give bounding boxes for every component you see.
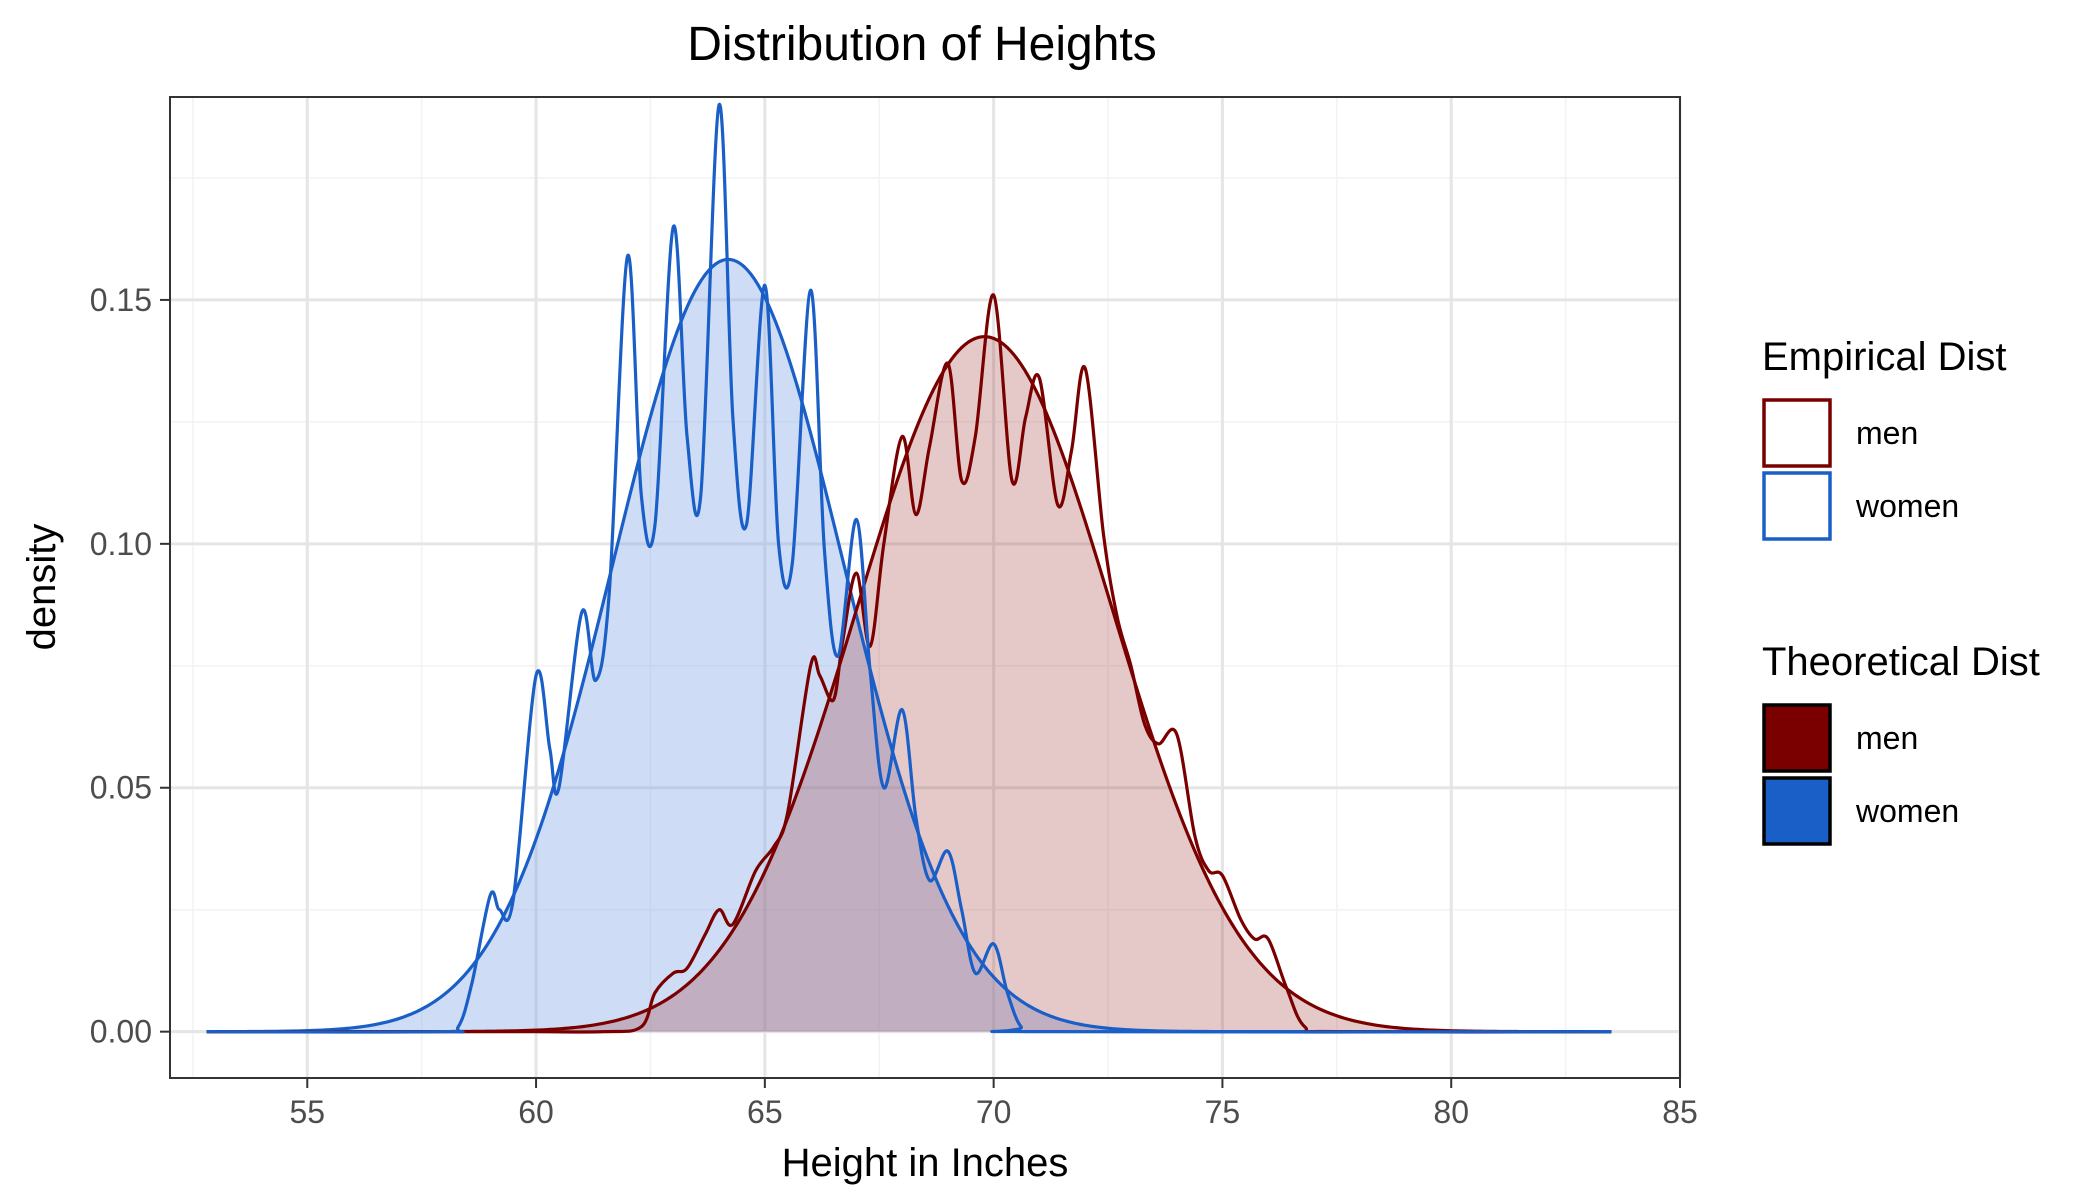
density-lines bbox=[206, 103, 1612, 1034]
legend: Empirical Dist men women Theoretical Dist me… bbox=[1762, 335, 2040, 846]
x-tick-label: 60 bbox=[518, 1094, 554, 1130]
empirical-line-men bbox=[206, 293, 1612, 1034]
legend-key-men bbox=[1762, 703, 1832, 773]
x-tick-label: 65 bbox=[747, 1094, 783, 1130]
y-axis-title: density bbox=[20, 524, 64, 651]
legend-key-men bbox=[1762, 398, 1832, 468]
x-axis-title: Height in Inches bbox=[782, 1141, 1069, 1185]
y-tick-label: 0.10 bbox=[90, 526, 152, 562]
empirical-line-women bbox=[206, 103, 1612, 1034]
legend-label-men: men bbox=[1856, 415, 1918, 451]
x-tick-label: 75 bbox=[1205, 1094, 1241, 1130]
x-tick-label: 70 bbox=[976, 1094, 1012, 1130]
legend-title: Empirical Dist bbox=[1762, 335, 2006, 379]
y-tick-label: 0.00 bbox=[90, 1014, 152, 1050]
legend-theoretical: Theoretical Dist men women bbox=[1762, 640, 2040, 846]
legend-label-men: men bbox=[1856, 720, 1918, 756]
x-tick-label: 55 bbox=[289, 1094, 325, 1130]
plot-panel bbox=[169, 96, 1682, 1079]
x-tick-label: 80 bbox=[1433, 1094, 1469, 1130]
density-fills bbox=[206, 259, 1612, 1032]
y-tick-label: 0.05 bbox=[90, 770, 152, 806]
x-tick-label: 85 bbox=[1662, 1094, 1698, 1130]
y-axis: 0.00 0.05 0.10 0.15 bbox=[90, 282, 170, 1050]
legend-key-women bbox=[1762, 471, 1832, 541]
legend-empirical: Empirical Dist men women bbox=[1762, 335, 2006, 541]
panel-border bbox=[169, 96, 1681, 1079]
legend-key-women bbox=[1762, 776, 1832, 846]
theoretical-area-men bbox=[206, 336, 1612, 1032]
legend-label-women: women bbox=[1855, 793, 1959, 829]
theoretical-area-women bbox=[206, 259, 1612, 1032]
chart-title: Distribution of Heights bbox=[687, 18, 1157, 71]
y-tick-label: 0.15 bbox=[90, 282, 152, 318]
legend-label-women: women bbox=[1855, 488, 1959, 524]
x-axis: 55 60 65 70 75 80 85 bbox=[289, 1078, 1698, 1130]
legend-title: Theoretical Dist bbox=[1762, 640, 2040, 684]
